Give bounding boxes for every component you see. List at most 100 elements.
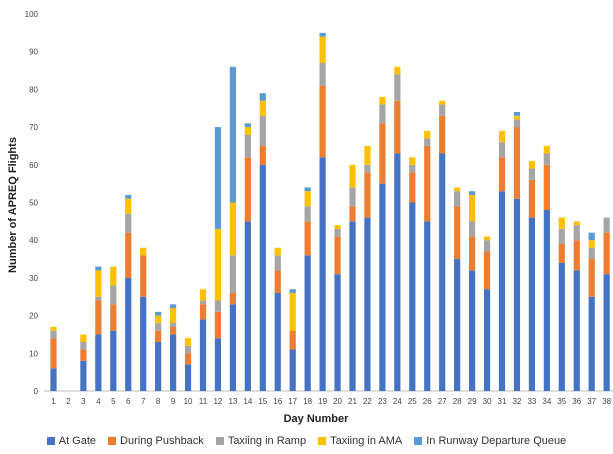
y-axis-title: Number of APREQ Flights [7, 137, 19, 273]
bar-segment-at-gate-day-14 [244, 221, 251, 391]
bar-segment-taxiing-in-ama-day-14 [244, 127, 251, 135]
bar-segment-taxiing-in-ramp-day-21 [349, 187, 356, 207]
bar-segment-taxiing-in-ama-day-34 [543, 145, 550, 154]
legend-item: During Pushback [108, 435, 204, 447]
x-tick-label: 22 [363, 397, 372, 406]
x-tick-label: 27 [438, 397, 447, 406]
x-axis-title: Day Number [284, 413, 350, 425]
bar-segment-taxiing-in-ramp-day-26 [424, 138, 431, 146]
bar-segment-at-gate-day-8 [155, 341, 162, 391]
x-tick-label: 4 [96, 397, 101, 406]
bar-segment-in-runway-departure-queue-day-19 [319, 32, 326, 37]
bar-segment-taxiing-in-ama-day-31 [498, 130, 506, 143]
bar-segment-at-gate-day-26 [424, 221, 431, 391]
x-tick-label: 30 [483, 397, 492, 406]
y-tick-label: 10 [29, 349, 38, 358]
bar-segment-taxiing-in-ama-day-33 [528, 161, 535, 169]
y-tick-label: 80 [29, 85, 38, 94]
bar-segment-during-pushback-day-4 [95, 300, 102, 335]
bar-segment-taxiing-in-ama-day-8 [155, 315, 162, 324]
bar-segment-at-gate-day-19 [319, 157, 326, 391]
bar-segment-during-pushback-day-14 [244, 157, 251, 222]
bar-segment-taxiing-in-ama-day-21 [349, 164, 356, 188]
legend-item: Taxiing in AMA [318, 435, 402, 447]
bar-segment-during-pushback-day-24 [394, 100, 401, 154]
bar-segment-taxiing-in-ramp-day-37 [588, 247, 595, 260]
bar-segment-taxiing-in-ama-day-37 [588, 240, 595, 248]
y-tick-label: 50 [29, 199, 38, 208]
bar-segment-taxiing-in-ama-day-13 [229, 202, 236, 256]
bar-segment-at-gate-day-18 [304, 255, 311, 391]
bar-segment-taxiing-in-ramp-day-28 [454, 191, 461, 207]
bar-segment-taxiing-in-ramp-day-25 [409, 164, 416, 173]
bar-segment-at-gate-day-23 [379, 183, 386, 391]
bar-segment-during-pushback-day-30 [483, 251, 491, 290]
y-tick-label: 40 [29, 236, 38, 245]
bar-segment-at-gate-day-17 [289, 349, 296, 391]
x-tick-label: 21 [348, 397, 357, 406]
bar-segment-taxiing-in-ama-day-28 [454, 187, 461, 192]
bar-segment-taxiing-in-ama-day-3 [80, 334, 87, 342]
x-tick-label: 26 [423, 397, 432, 406]
bar-segment-during-pushback-day-15 [259, 145, 266, 165]
bar-segment-taxiing-in-ama-day-11 [199, 289, 207, 301]
bar-segment-taxiing-in-ama-day-5 [110, 266, 117, 286]
bar-segment-at-gate-day-21 [349, 221, 356, 391]
bar-segment-taxiing-in-ramp-day-20 [334, 228, 341, 237]
bar-segment-taxiing-in-ramp-day-1 [50, 330, 57, 339]
x-tick-label: 9 [171, 397, 176, 406]
x-tick-label: 16 [273, 397, 282, 406]
bar-segment-during-pushback-day-31 [498, 157, 506, 192]
bar-segment-at-gate-day-1 [50, 368, 57, 391]
bar-segment-at-gate-day-27 [439, 153, 446, 391]
bar-segment-during-pushback-day-1 [50, 338, 57, 369]
x-tick-label: 8 [156, 397, 161, 406]
bar-segment-during-pushback-day-28 [454, 206, 461, 260]
bar-segment-during-pushback-day-25 [409, 172, 416, 203]
bar-segment-taxiing-in-ama-day-4 [95, 270, 102, 297]
bar-segment-during-pushback-day-5 [110, 304, 117, 331]
bar-segment-during-pushback-day-17 [289, 330, 296, 350]
bar-segment-at-gate-day-10 [184, 364, 192, 391]
x-tick-label: 29 [468, 397, 477, 406]
bar-segment-taxiing-in-ama-day-35 [558, 217, 565, 229]
bar-segment-taxiing-in-ramp-day-8 [155, 323, 162, 331]
x-tick-label: 13 [228, 397, 237, 406]
bar-segment-taxiing-in-ramp-day-11 [199, 300, 207, 305]
x-tick-label: 36 [572, 397, 581, 406]
bar-segment-in-runway-departure-queue-day-9 [170, 304, 177, 309]
bar-segment-at-gate-day-9 [170, 334, 177, 391]
x-tick-label: 3 [81, 397, 86, 406]
bar-segment-during-pushback-day-8 [155, 330, 162, 342]
x-tick-label: 7 [141, 397, 146, 406]
x-tick-label: 28 [453, 397, 462, 406]
bar-segment-taxiing-in-ama-day-25 [409, 157, 416, 165]
chart-legend: At Gate During Pushback Taxiing in Ramp Tax… [0, 431, 613, 451]
bar-segment-taxiing-in-ramp-day-16 [274, 255, 281, 271]
bar-segment-in-runway-departure-queue-day-8 [155, 311, 162, 316]
bar-segment-during-pushback-day-11 [199, 304, 207, 320]
x-tick-label: 18 [303, 397, 312, 406]
bar-segment-in-runway-departure-queue-day-32 [513, 112, 521, 116]
y-tick-label: 70 [29, 123, 38, 132]
y-axis-ticks: 0 10 20 30 40 50 60 70 80 90 100 [25, 10, 39, 396]
bar-segment-at-gate-day-20 [334, 274, 341, 391]
bar-segment-during-pushback-day-13 [229, 292, 236, 305]
x-tick-label: 31 [498, 397, 507, 406]
bar-segment-taxiing-in-ama-day-7 [140, 247, 147, 256]
x-tick-label: 17 [288, 397, 297, 406]
bar-segment-at-gate-day-38 [603, 274, 610, 391]
legend-label: At Gate [58, 435, 97, 447]
bar-segment-taxiing-in-ramp-day-19 [319, 63, 326, 86]
bar-segment-taxiing-in-ramp-day-22 [364, 164, 371, 173]
bar-segment-taxiing-in-ramp-day-9 [170, 323, 177, 327]
bar-segment-taxiing-in-ama-day-10 [184, 338, 192, 346]
x-axis-ticks: 1 2 3 4 5 6 7 8 9 10 11 12 13 14 15 16 17 18 19 20 21 22 23 24 2… [51, 397, 611, 406]
bar-segment-during-pushback-day-7 [140, 255, 147, 297]
y-tick-label: 60 [29, 161, 38, 170]
bar-segment-taxiing-in-ramp-day-29 [469, 221, 476, 237]
bar-segment-at-gate-day-12 [214, 338, 222, 391]
bar-segment-taxiing-in-ramp-day-32 [513, 119, 521, 128]
bar-segment-in-runway-departure-queue-day-14 [244, 123, 251, 128]
